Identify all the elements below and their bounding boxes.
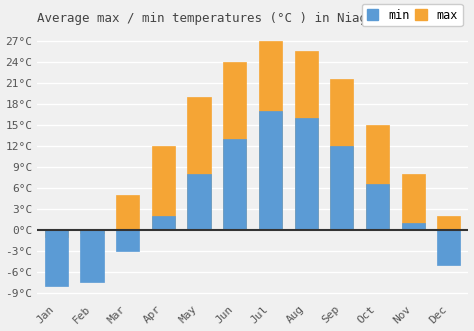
Bar	[45, 230, 68, 286]
Bar	[188, 97, 210, 230]
Bar	[259, 111, 282, 230]
Bar	[294, 118, 318, 230]
Bar	[437, 216, 460, 230]
Bar	[188, 174, 210, 230]
Bar	[330, 146, 354, 230]
Bar	[81, 230, 104, 233]
Bar	[45, 230, 68, 237]
Legend: min, max: min, max	[362, 4, 463, 26]
Bar	[437, 230, 460, 265]
Bar	[259, 41, 282, 230]
Bar	[294, 51, 318, 230]
Bar	[366, 184, 389, 230]
Text: Average max / min temperatures (°C ) in Niagara Falls: Average max / min temperatures (°C ) in …	[36, 12, 434, 25]
Bar	[366, 125, 389, 230]
Bar	[330, 79, 354, 230]
Bar	[401, 223, 425, 230]
Bar	[223, 62, 246, 230]
Bar	[116, 195, 139, 230]
Bar	[81, 230, 104, 282]
Bar	[401, 174, 425, 230]
Bar	[223, 139, 246, 230]
Bar	[152, 146, 175, 230]
Bar	[116, 230, 139, 251]
Bar	[152, 216, 175, 230]
